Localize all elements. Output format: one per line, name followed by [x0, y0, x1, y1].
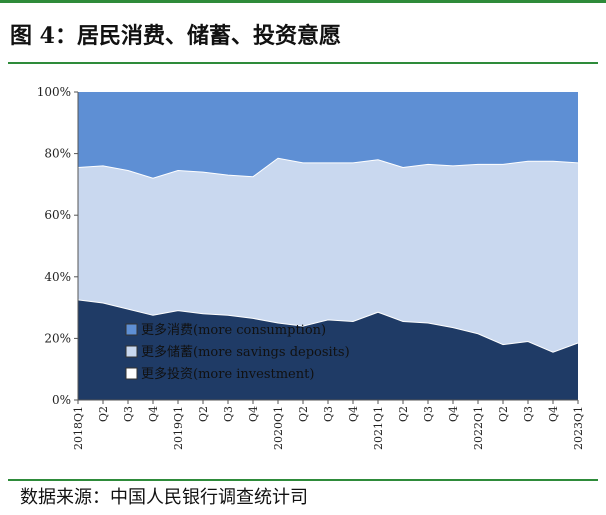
x-tick-label: Q4 [547, 406, 560, 422]
x-tick-label: 2023Q1 [572, 406, 585, 450]
legend-investment: 更多投资(more investment) [125, 366, 314, 382]
legend-label: 更多消费(more consumption) [141, 322, 326, 338]
y-tick-label: 0% [52, 393, 71, 407]
legend-swatch [125, 323, 138, 336]
x-tick-label: 2020Q1 [272, 406, 285, 450]
x-tick-label: 2018Q1 [72, 406, 85, 450]
figure-title: 图 4：居民消费、储蓄、投资意愿 [10, 23, 341, 49]
area-investment [78, 299, 578, 400]
y-tick-label: 20% [44, 331, 71, 345]
area-savings [78, 158, 578, 353]
series-boundary-line [77, 299, 579, 353]
x-tick-label: Q2 [397, 406, 410, 422]
y-tick-label: 60% [44, 208, 71, 222]
y-tick-label: 100% [37, 85, 71, 99]
x-tick-label: Q2 [497, 406, 510, 422]
x-tick-label: 2022Q1 [472, 406, 485, 450]
x-tick-label: Q2 [197, 406, 210, 422]
x-tick-label: Q4 [147, 406, 160, 422]
stacked-area-chart: 0% 20% 40% 60% 80% 100% 2018Q1 Q2 Q3 Q4 2019Q1 Q2 Q3… [37, 85, 585, 450]
source-note: 数据来源：中国人民银行调查统计司 [20, 487, 308, 508]
x-tick-label: Q2 [97, 406, 110, 422]
source-rule [8, 479, 598, 481]
area-consumption [78, 92, 578, 179]
x-tick-label: Q4 [247, 406, 260, 422]
x-tick-label: 2021Q1 [372, 406, 385, 450]
legend-consumption: 更多消费(more consumption) [125, 322, 326, 338]
legend-swatch [125, 367, 138, 380]
x-tick-label: Q4 [347, 406, 360, 422]
x-tick-label: Q3 [422, 406, 435, 422]
x-tick-label: 2019Q1 [172, 406, 185, 450]
x-tick-label: Q3 [122, 406, 135, 422]
x-tick-label: Q2 [297, 406, 310, 422]
legend-label: 更多储蓄(more savings deposits) [141, 344, 350, 360]
x-tick-label: Q4 [447, 406, 460, 422]
top-rule [0, 0, 606, 3]
chart-container: 0% 20% 40% 60% 80% 100% 2018Q1 Q2 Q3 Q4 2019Q1 Q2 Q3… [8, 66, 598, 476]
legend-swatch [125, 345, 138, 358]
title-rule [8, 62, 598, 64]
x-tick-label: Q3 [222, 406, 235, 422]
legend-savings: 更多储蓄(more savings deposits) [125, 344, 350, 360]
y-tick-label: 40% [44, 270, 71, 284]
legend-label: 更多投资(more investment) [141, 366, 314, 382]
x-tick-label: Q3 [322, 406, 335, 422]
series-boundary-line [77, 157, 579, 179]
x-tick-label: Q3 [522, 406, 535, 422]
y-tick-label: 80% [44, 147, 71, 161]
